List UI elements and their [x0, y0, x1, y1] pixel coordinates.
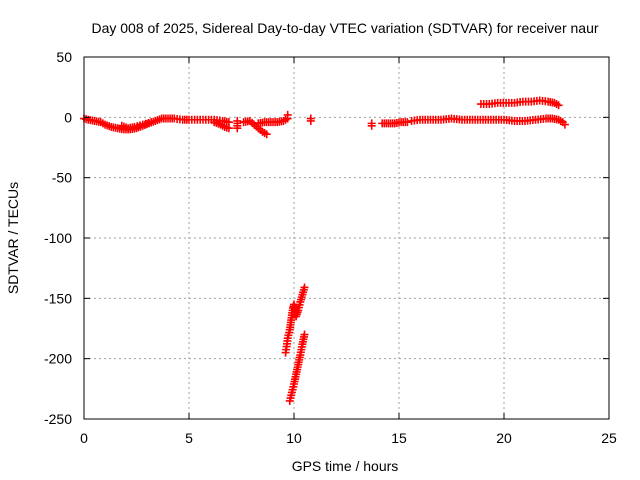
data-point [224, 124, 233, 133]
data-point [147, 118, 156, 127]
data-point [233, 124, 242, 133]
data-point [306, 116, 315, 125]
y-tick-label: -50 [52, 170, 72, 186]
data-point [262, 130, 271, 139]
y-axis-label: SDTVAR / TECUs [5, 182, 21, 294]
data-point [560, 120, 569, 129]
y-tick-label: -100 [44, 230, 72, 246]
y-tick-label: 0 [64, 109, 72, 125]
data-point [403, 118, 412, 127]
x-tick-label: 20 [496, 430, 512, 446]
data-point [300, 330, 309, 339]
data-point [367, 121, 376, 130]
x-tick-label: 15 [391, 430, 407, 446]
y-tick-label: 50 [56, 49, 72, 65]
x-tick-label: 5 [185, 430, 193, 446]
y-tick-label: -150 [44, 290, 72, 306]
axis-ticks: 0 5 10 15 20 25 -250 -200 -150 -100 -50 0 50 [44, 49, 617, 446]
data-point [554, 101, 563, 110]
y-tick-label: -250 [44, 411, 72, 427]
data-point [283, 110, 292, 119]
x-tick-label: 25 [601, 430, 617, 446]
chart-title: Day 008 of 2025, Sidereal Day-to-day VTE… [91, 20, 598, 36]
x-tick-label: 0 [80, 430, 88, 446]
grid-lines [84, 57, 609, 419]
data-point [300, 283, 309, 292]
data-points [80, 96, 569, 405]
x-axis-label: GPS time / hours [292, 458, 399, 474]
x-tick-label: 10 [286, 430, 302, 446]
y-tick-label: -200 [44, 351, 72, 367]
